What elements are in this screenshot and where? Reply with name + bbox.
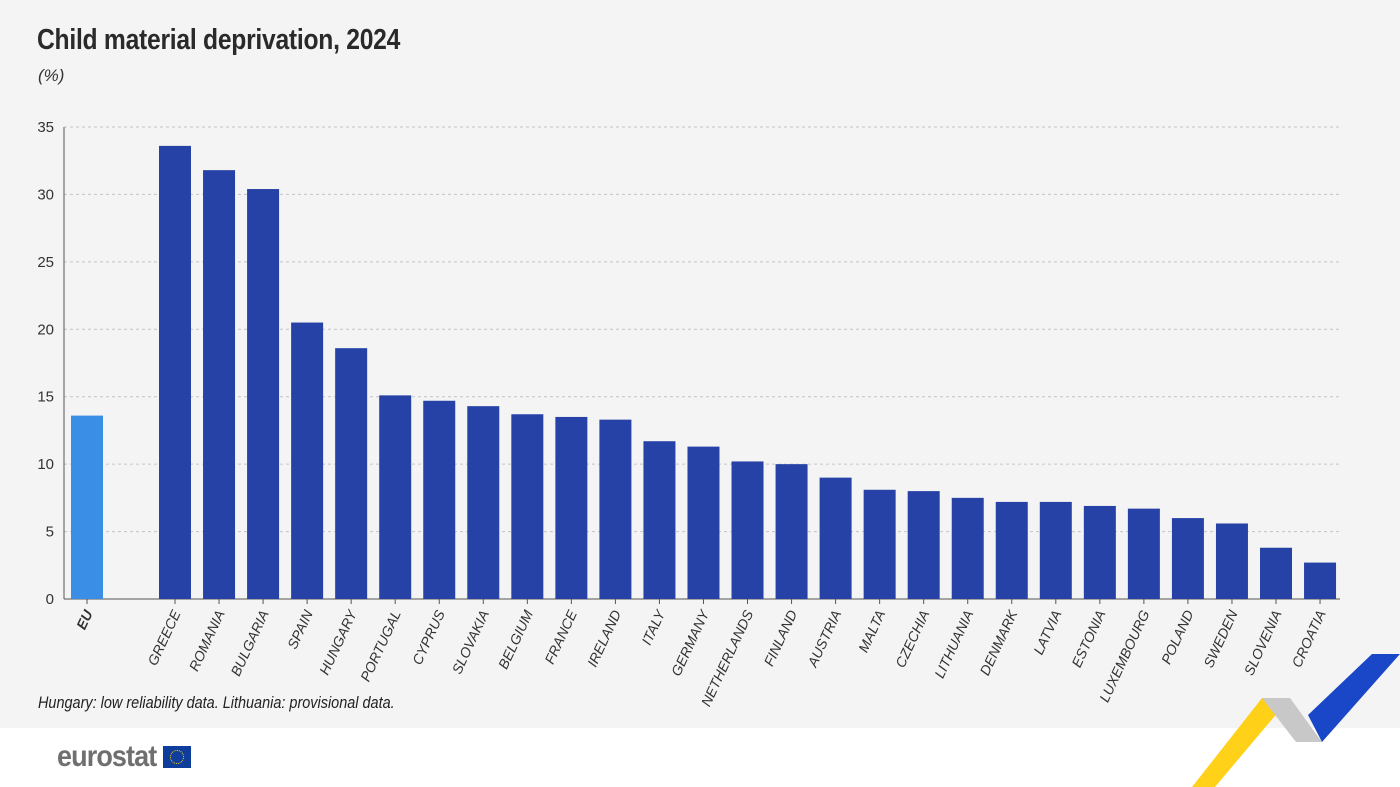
x-tick-label: HUNGARY [316, 606, 361, 677]
y-tick-label: 20 [37, 321, 54, 338]
bar-denmark [995, 501, 1028, 599]
decor-grey-stripe [1262, 698, 1322, 742]
eu-flag-icon [163, 746, 192, 768]
bar-portugal [379, 395, 412, 599]
bar-bulgaria [247, 189, 280, 599]
x-tick-label: FINLAND [760, 608, 800, 669]
bar-finland [775, 464, 808, 599]
x-tick-label: IRELAND [584, 608, 624, 670]
bar-latvia [1039, 501, 1072, 599]
bar-greece [159, 145, 191, 599]
bar-estonia [1083, 505, 1116, 599]
y-tick-label: 35 [37, 119, 54, 136]
bar-sweden [1215, 523, 1248, 599]
x-tick-label: AUSTRIA [804, 608, 845, 671]
x-tick-label: POLAND [1158, 608, 1197, 667]
bar-eu [71, 415, 103, 599]
x-tick-label: CROATIA [1288, 608, 1328, 670]
bar-hungary [335, 348, 368, 599]
unit-label: (%) [38, 66, 65, 85]
bar-ireland [599, 419, 632, 599]
y-tick-label: 0 [46, 591, 54, 608]
x-tick-label: PORTUGAL [357, 608, 404, 684]
x-tick-label: LITHUANIA [931, 608, 976, 681]
bar-croatia [1304, 562, 1337, 599]
bar-belgium [511, 414, 544, 599]
y-tick-label: 30 [37, 186, 54, 203]
bar-austria [819, 477, 852, 599]
y-tick-label: 15 [37, 389, 54, 406]
bar-france [555, 416, 588, 599]
x-tick-label: MALTA [855, 608, 888, 655]
x-tick-label: SPAIN [284, 607, 316, 652]
x-tick-label: SLOVENIA [1241, 608, 1285, 678]
bar-poland [1171, 518, 1204, 599]
bar-romania [203, 170, 236, 599]
x-tick-label: DENMARK [976, 607, 1020, 678]
x-tick-label: SWEDEN [1200, 607, 1241, 670]
bar-lithuania [951, 497, 984, 599]
x-tick-label: ROMANIA [186, 608, 228, 674]
bar-malta [863, 489, 896, 599]
bar-czechia [907, 491, 940, 599]
x-tick-label: CZECHIA [892, 608, 932, 670]
x-tick-label: GREECE [144, 607, 184, 668]
x-tick-label: BULGARIA [227, 608, 271, 679]
chart-title: Child material deprivation, 2024 [37, 24, 401, 56]
x-tick-label: FRANCE [541, 607, 580, 667]
x-tick-label: CYPRUS [409, 607, 448, 667]
bar-spain [291, 322, 324, 599]
logo-text: eurostat [57, 740, 157, 773]
y-tick-label: 10 [37, 456, 54, 473]
bar-italy [643, 441, 676, 599]
bar-slovakia [467, 406, 500, 599]
x-tick-label: SLOVAKIA [449, 608, 492, 677]
x-tick-label: ITALY [638, 606, 669, 647]
bar-luxembourg [1127, 508, 1160, 599]
y-tick-label: 5 [46, 524, 54, 541]
x-tick-label: GERMANY [668, 606, 713, 678]
bar-slovenia [1260, 547, 1292, 599]
footnote: Hungary: low reliability data. Lithuania… [38, 693, 395, 712]
x-tick-label: ESTONIA [1068, 608, 1108, 670]
eurostat-logo: eurostat [57, 740, 192, 774]
x-tick-label: EU [73, 607, 96, 632]
bar-germany [687, 446, 720, 599]
y-tick-label: 25 [37, 254, 54, 271]
bar-cyprus [423, 400, 456, 599]
decor-yellow-stripe [1192, 698, 1290, 787]
decor-blue-stripe [1308, 654, 1400, 742]
x-tick-label: BELGIUM [495, 607, 536, 671]
bar-netherlands [731, 461, 764, 599]
x-tick-label: LATVIA [1030, 608, 1064, 658]
